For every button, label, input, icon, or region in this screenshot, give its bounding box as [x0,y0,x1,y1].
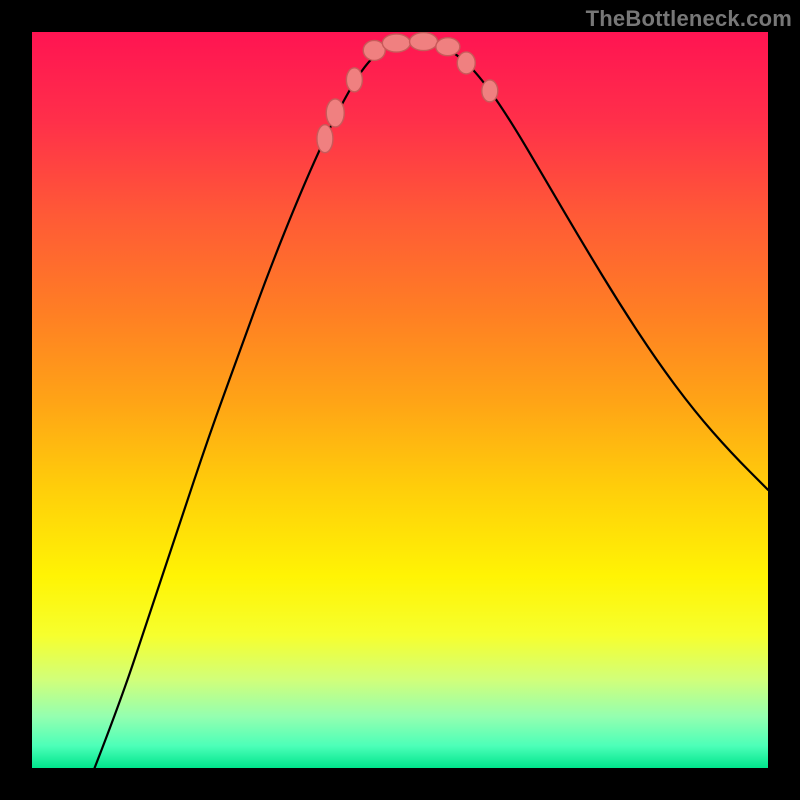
curve-marker [326,99,344,127]
curve-marker [482,80,498,102]
curve-marker [436,38,460,56]
plot-svg [32,32,768,768]
curve-marker [382,34,410,52]
curve-marker [317,125,333,153]
curve-marker [346,68,362,92]
plot-area [32,32,768,768]
curve-marker [410,33,438,51]
curve-marker [457,52,475,74]
watermark-text: TheBottleneck.com [586,6,792,32]
gradient-background [32,32,768,768]
chart-container: TheBottleneck.com [0,0,800,800]
